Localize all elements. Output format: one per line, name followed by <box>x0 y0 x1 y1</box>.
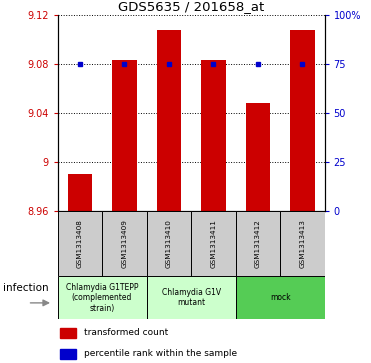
Bar <box>147 276 236 319</box>
Title: GDS5635 / 201658_at: GDS5635 / 201658_at <box>118 0 264 13</box>
Bar <box>191 211 236 276</box>
Bar <box>157 30 181 211</box>
Text: percentile rank within the sample: percentile rank within the sample <box>84 349 237 358</box>
Bar <box>290 30 315 211</box>
Bar <box>58 276 147 319</box>
Text: GSM1313408: GSM1313408 <box>77 219 83 268</box>
Text: GSM1313412: GSM1313412 <box>255 219 261 268</box>
Bar <box>60 328 76 338</box>
Bar <box>246 103 270 211</box>
Text: Chlamydia G1TEPP
(complemented
strain): Chlamydia G1TEPP (complemented strain) <box>66 283 138 313</box>
Text: transformed count: transformed count <box>84 329 168 338</box>
Bar <box>147 211 191 276</box>
Text: mock: mock <box>270 293 290 302</box>
Text: GSM1313411: GSM1313411 <box>210 219 216 268</box>
Bar <box>60 349 76 359</box>
Bar <box>236 276 325 319</box>
Bar <box>68 174 92 211</box>
Bar <box>102 211 147 276</box>
Text: Chlamydia G1V
mutant: Chlamydia G1V mutant <box>161 288 221 307</box>
Text: infection: infection <box>3 283 49 293</box>
Bar <box>112 60 137 211</box>
Text: GSM1313409: GSM1313409 <box>121 219 127 268</box>
Bar <box>280 211 325 276</box>
Text: GSM1313413: GSM1313413 <box>299 219 305 268</box>
Bar <box>58 211 102 276</box>
Text: GSM1313410: GSM1313410 <box>166 219 172 268</box>
Bar <box>236 211 280 276</box>
Bar <box>201 60 226 211</box>
